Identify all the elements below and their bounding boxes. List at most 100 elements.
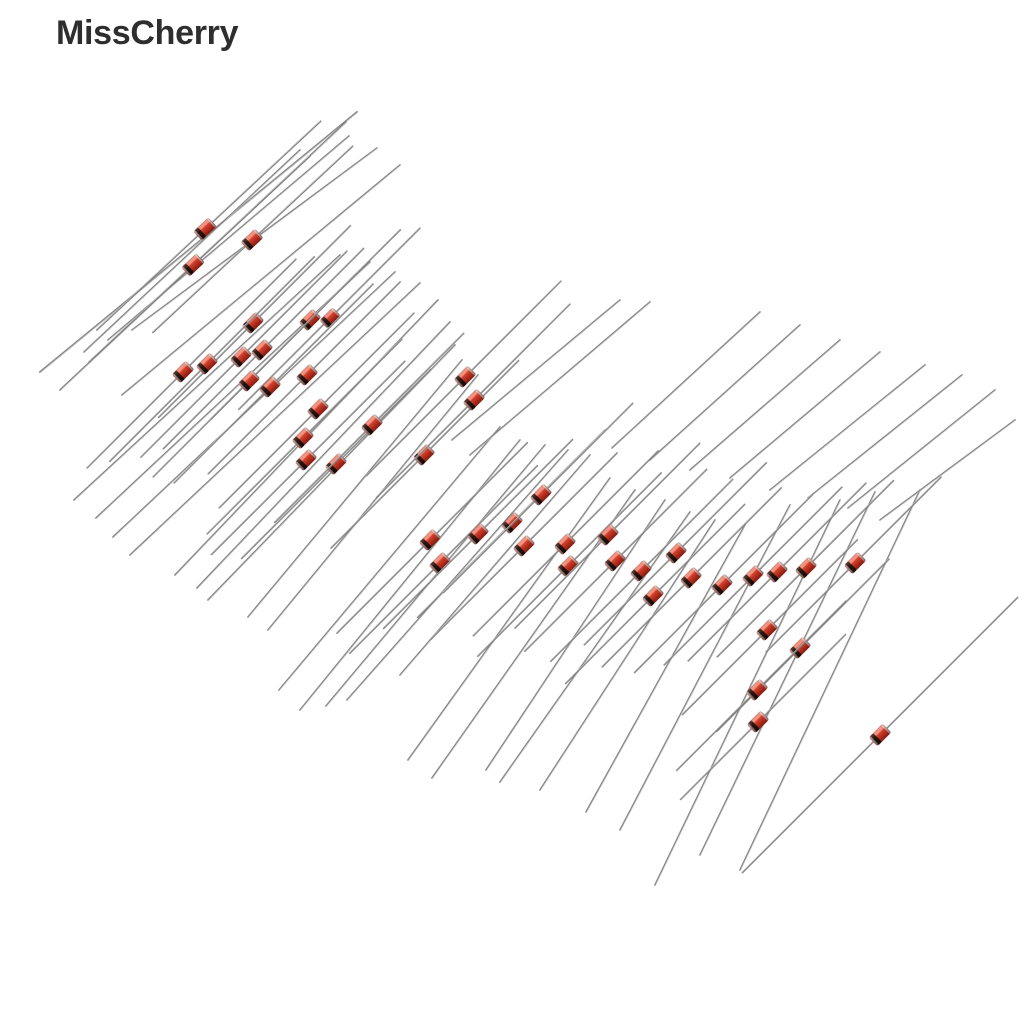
lead-wire bbox=[247, 359, 463, 618]
cathode-end-cap bbox=[419, 541, 429, 551]
anode-end-cap bbox=[208, 353, 218, 363]
diode-lead bbox=[657, 503, 746, 592]
cathode-end-cap bbox=[756, 631, 766, 641]
body-outline bbox=[742, 565, 764, 587]
cathode-end-cap bbox=[251, 351, 261, 361]
cathode-band bbox=[468, 532, 480, 544]
diode-component bbox=[429, 451, 619, 641]
lead-wire bbox=[38, 110, 359, 374]
cathode-end-cap bbox=[795, 569, 805, 579]
lead-wire bbox=[469, 301, 651, 456]
diode-component bbox=[86, 258, 297, 469]
body-outline bbox=[196, 353, 218, 375]
cathode-end-cap bbox=[766, 573, 776, 583]
anode-end-cap bbox=[692, 567, 702, 577]
cathode-end-cap bbox=[557, 567, 567, 577]
diode-lead bbox=[187, 258, 297, 368]
diode-lead bbox=[266, 247, 365, 346]
diode-lead bbox=[240, 468, 332, 560]
diode-lead bbox=[663, 580, 749, 666]
cathode-band bbox=[239, 379, 251, 391]
diode-lead bbox=[335, 544, 426, 635]
diode-lead bbox=[88, 270, 188, 363]
diode-lead bbox=[274, 283, 374, 383]
anode-end-cap bbox=[479, 523, 489, 533]
diode-lead bbox=[207, 379, 303, 475]
lead-wire bbox=[499, 511, 691, 783]
cathode-end-cap bbox=[869, 736, 879, 746]
anode-end-cap bbox=[207, 218, 217, 228]
diode-component bbox=[162, 247, 365, 450]
diode-lead bbox=[218, 413, 314, 509]
lead-wire bbox=[112, 271, 396, 538]
lead-wire bbox=[407, 477, 611, 761]
diode-component bbox=[218, 312, 415, 509]
diode-component bbox=[173, 283, 374, 484]
diode-lead bbox=[687, 576, 773, 662]
diode-lead bbox=[761, 600, 847, 686]
cathode-end-cap bbox=[292, 439, 302, 449]
lead-wire bbox=[807, 374, 963, 499]
cathode-band bbox=[252, 348, 264, 360]
diode-lead bbox=[311, 280, 402, 371]
diode-component bbox=[741, 596, 1019, 874]
cathode-band bbox=[796, 566, 808, 578]
diode-lead bbox=[679, 726, 754, 801]
body-outline bbox=[711, 574, 733, 596]
cathode-band bbox=[767, 570, 779, 582]
cathode-end-cap bbox=[320, 319, 329, 328]
anode-end-cap bbox=[642, 560, 652, 570]
cathode-band bbox=[514, 544, 526, 556]
cathode-band bbox=[464, 398, 476, 410]
diode-lead bbox=[340, 368, 432, 460]
body-outline bbox=[361, 414, 383, 436]
diode-lead bbox=[173, 391, 266, 484]
cathode-end-cap bbox=[172, 373, 182, 383]
cathode-band bbox=[666, 551, 678, 563]
lead-wire bbox=[346, 449, 569, 701]
lead-wire bbox=[267, 374, 479, 631]
cathode-end-cap bbox=[665, 554, 675, 564]
diode-lead bbox=[741, 739, 876, 874]
diode-lead bbox=[572, 471, 663, 562]
body-outline bbox=[419, 529, 441, 551]
body-outline bbox=[869, 724, 891, 746]
diode-lead bbox=[549, 575, 637, 663]
body-outline bbox=[795, 557, 817, 579]
cathode-band bbox=[296, 458, 308, 470]
cathode-end-cap bbox=[513, 547, 523, 557]
diode-component bbox=[335, 441, 529, 635]
diode-lead bbox=[645, 478, 734, 567]
lead-wire bbox=[729, 351, 881, 479]
cathode-band bbox=[197, 362, 209, 374]
diode-lead bbox=[365, 381, 461, 477]
diode-lead bbox=[253, 274, 356, 377]
body-outline bbox=[413, 444, 435, 466]
cathode-band bbox=[293, 436, 305, 448]
cathode-band bbox=[231, 355, 243, 367]
diode-component bbox=[476, 471, 663, 658]
diode-component bbox=[601, 486, 783, 668]
lead-wire bbox=[847, 389, 996, 509]
cathode-end-cap bbox=[296, 376, 306, 386]
anode-end-cap bbox=[253, 229, 263, 239]
lead-wire bbox=[129, 282, 421, 556]
cathode-band bbox=[555, 542, 567, 554]
diode-lead bbox=[210, 464, 302, 556]
cathode-end-cap bbox=[746, 691, 756, 701]
anode-end-cap bbox=[654, 585, 664, 595]
cathode-band bbox=[182, 263, 194, 276]
diode-component bbox=[237, 227, 421, 411]
lead-wire bbox=[649, 324, 801, 461]
cathode-end-cap bbox=[680, 579, 690, 589]
anode-end-cap bbox=[319, 398, 329, 408]
body-outline bbox=[238, 370, 260, 392]
cathode-band bbox=[605, 559, 617, 571]
anode-end-cap bbox=[754, 565, 764, 575]
diode-component bbox=[583, 461, 768, 646]
cathode-end-cap bbox=[630, 572, 640, 582]
diode-lead bbox=[619, 468, 708, 557]
anode-end-cap bbox=[778, 561, 788, 571]
